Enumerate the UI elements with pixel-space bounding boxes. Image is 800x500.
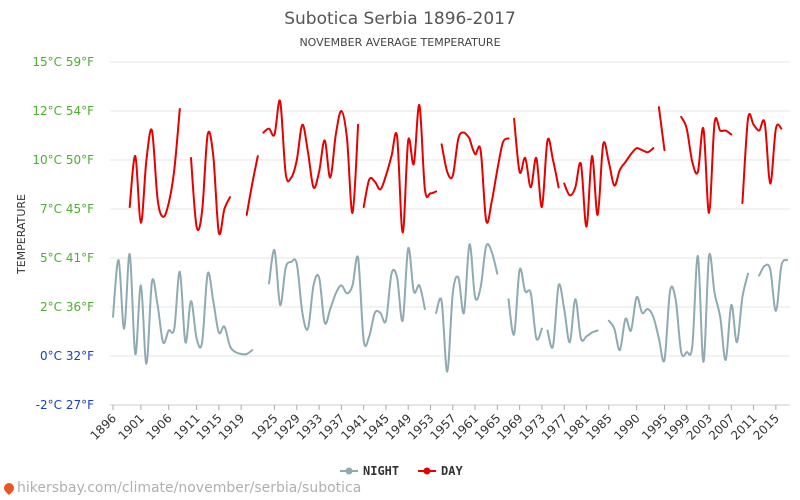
x-tick-label: 2015	[750, 411, 781, 442]
series-line-segment	[435, 243, 499, 373]
series-line-segment	[262, 99, 360, 214]
series-line-segment	[468, 137, 510, 224]
chart-title: Subotica Serbia 1896-2017	[284, 9, 516, 29]
y-tick-label: 15°C 59°F	[32, 55, 94, 69]
series-line-segment	[268, 247, 426, 348]
series-line-segment	[507, 267, 543, 341]
series-line-segment	[680, 115, 733, 214]
series-line-segment	[657, 106, 666, 152]
series-line-segment	[128, 108, 181, 224]
x-tick-label: 1985	[583, 411, 614, 442]
series-line-segment	[245, 155, 259, 216]
legend-marker-icon	[423, 467, 431, 475]
y-tick-label: 5°C 41°F	[40, 251, 94, 265]
x-tick-label: 1990	[611, 411, 642, 442]
x-tick-label: 1919	[216, 411, 247, 442]
legend-item-night[interactable]: NIGHT	[340, 464, 399, 478]
x-tick-label: 1901	[115, 411, 146, 442]
y-axis-label: TEMPERATURE	[15, 194, 28, 275]
series-line-segment	[362, 104, 438, 234]
legend-label: NIGHT	[363, 464, 399, 478]
series-layer	[112, 99, 788, 373]
series-line-segment	[190, 130, 231, 236]
series-line-segment	[758, 258, 788, 312]
y-tick-label: 12°C 54°F	[32, 104, 94, 118]
series-line-segment	[563, 141, 655, 228]
series-line-segment	[546, 283, 599, 349]
series-line-segment	[112, 253, 254, 365]
legend-label: DAY	[441, 464, 463, 478]
y-tick-label: 7°C 45°F	[40, 202, 94, 216]
grid-lines	[110, 61, 790, 406]
y-axis-ticks: 15°C 59°F 12°C 54°F 10°C 50°F 7°C 45°F 5°C 4…	[32, 55, 94, 412]
watermark-text: hikersbay.com/climate/november/serbia/su…	[17, 480, 362, 496]
series-line-segment	[607, 252, 749, 363]
x-tick-label: 1906	[143, 411, 174, 442]
series-line-segment	[513, 117, 560, 209]
y-tick-label: 10°C 50°F	[32, 153, 94, 167]
series-night	[112, 243, 788, 373]
y-tick-label: -2°C 27°F	[36, 398, 94, 412]
series-line-segment	[440, 131, 471, 180]
location-pin-icon	[1, 480, 17, 496]
y-tick-label: 2°C 36°F	[40, 300, 94, 314]
chart-subtitle: NOVEMBER AVERAGE TEMPERATURE	[299, 36, 500, 49]
legend-marker-icon	[345, 467, 353, 475]
legend[interactable]: NIGHT DAY	[340, 464, 463, 478]
x-tick-label: 1896	[88, 411, 119, 442]
watermark[interactable]: hikersbay.com/climate/november/serbia/su…	[1, 480, 362, 496]
series-line-segment	[741, 112, 783, 205]
series-day	[128, 99, 783, 236]
legend-item-day[interactable]: DAY	[418, 464, 463, 478]
y-tick-label: 0°C 32°F	[40, 349, 94, 363]
